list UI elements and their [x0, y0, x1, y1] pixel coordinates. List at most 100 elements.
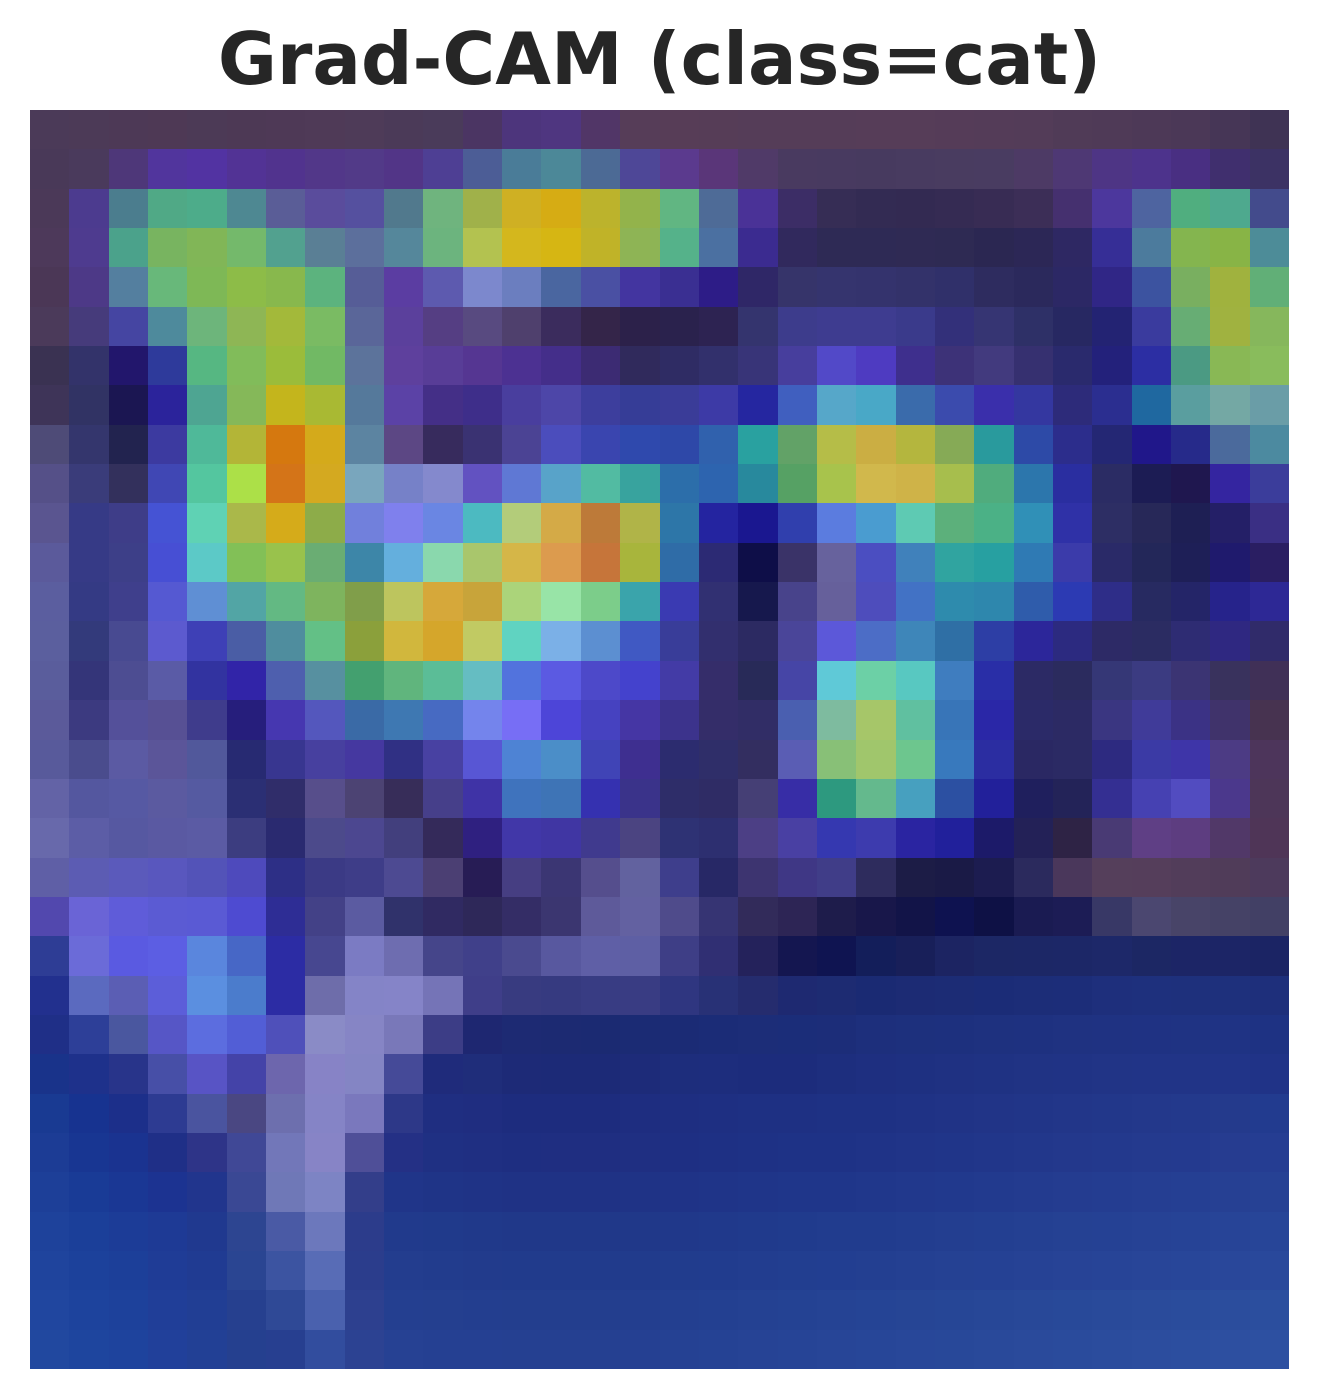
heatmap-cell: [660, 976, 700, 1016]
heatmap-cell: [345, 1015, 385, 1055]
heatmap-cell: [187, 267, 228, 308]
heatmap-cell: [1092, 189, 1133, 229]
heatmap-cell: [699, 1133, 739, 1173]
heatmap-cell: [699, 621, 739, 662]
heatmap-cell: [227, 1330, 267, 1369]
heatmap-cell: [817, 1212, 857, 1252]
heatmap-cell: [699, 582, 739, 622]
heatmap-cell: [974, 228, 1015, 268]
heatmap-cell: [345, 1251, 385, 1291]
heatmap-cell: [581, 582, 621, 622]
heatmap-cell: [423, 779, 464, 819]
heatmap-cell: [1092, 661, 1133, 701]
heatmap-cell: [1053, 189, 1093, 229]
heatmap-cell: [305, 149, 346, 190]
heatmap-cell: [581, 1251, 621, 1291]
heatmap-cell: [1014, 621, 1054, 662]
heatmap-cell: [778, 149, 818, 190]
heatmap-cell: [109, 228, 149, 268]
chart-title: Grad-CAM (class=cat): [217, 17, 1102, 101]
heatmap-cell: [266, 582, 306, 622]
heatmap-cell: [738, 425, 779, 465]
heatmap-cell: [345, 543, 385, 583]
heatmap-cell: [1210, 1290, 1251, 1331]
heatmap-cell: [1132, 464, 1172, 504]
heatmap-cell: [266, 1133, 306, 1173]
heatmap-cell: [1053, 1330, 1093, 1369]
heatmap-cell: [1132, 228, 1172, 268]
heatmap-cell: [778, 385, 818, 426]
heatmap-cell: [581, 425, 621, 465]
heatmap-cell: [856, 1251, 897, 1291]
heatmap-cell: [345, 779, 385, 819]
heatmap-cell: [266, 936, 306, 977]
heatmap-cell: [463, 307, 503, 347]
heatmap-cell: [1053, 503, 1093, 544]
heatmap-cell: [817, 1290, 857, 1331]
heatmap-cell: [1171, 700, 1211, 741]
heatmap-cell: [1210, 503, 1251, 544]
heatmap-cell: [384, 464, 424, 504]
heatmap-cell: [1210, 267, 1251, 308]
heatmap-cell: [69, 464, 110, 504]
heatmap-cell: [30, 1094, 70, 1134]
heatmap-cell: [227, 740, 267, 780]
heatmap-cell: [148, 110, 188, 150]
heatmap-cell: [1092, 1212, 1133, 1252]
heatmap-cell: [1171, 858, 1211, 898]
heatmap-cell: [1053, 936, 1093, 977]
heatmap-cell: [581, 740, 621, 780]
heatmap-cell: [1092, 1133, 1133, 1173]
heatmap-cell: [1250, 1172, 1289, 1213]
heatmap-cell: [305, 267, 346, 308]
heatmap-cell: [227, 110, 267, 150]
heatmap-cell: [699, 425, 739, 465]
heatmap-cell: [227, 1015, 267, 1055]
heatmap-cell: [109, 897, 149, 937]
heatmap-cell: [896, 661, 936, 701]
heatmap-cell: [227, 621, 267, 662]
heatmap-cell: [69, 1251, 110, 1291]
heatmap-cell: [305, 936, 346, 977]
heatmap-cell: [384, 1212, 424, 1252]
heatmap-cell: [620, 189, 661, 229]
heatmap-cell: [1250, 110, 1289, 150]
heatmap-cell: [817, 976, 857, 1016]
heatmap-cell: [1171, 307, 1211, 347]
heatmap-cell: [1053, 1054, 1093, 1095]
heatmap-cell: [660, 189, 700, 229]
heatmap-cell: [109, 1172, 149, 1213]
heatmap-cell: [620, 1133, 661, 1173]
heatmap-cell: [187, 110, 228, 150]
heatmap-cell: [1171, 1015, 1211, 1055]
heatmap-cell: [935, 582, 975, 622]
heatmap-cell: [778, 1015, 818, 1055]
heatmap-cell: [345, 149, 385, 190]
heatmap-cell: [1053, 1015, 1093, 1055]
heatmap-cell: [1250, 1054, 1289, 1095]
heatmap-cell: [856, 858, 897, 898]
heatmap-cell: [109, 425, 149, 465]
heatmap-cell: [1053, 818, 1093, 859]
heatmap-cell: [148, 1330, 188, 1369]
heatmap-cell: [817, 1251, 857, 1291]
heatmap-cell: [1250, 700, 1289, 741]
heatmap-cell: [109, 582, 149, 622]
heatmap-cell: [30, 858, 70, 898]
heatmap-cell: [463, 1251, 503, 1291]
heatmap-cell: [384, 779, 424, 819]
heatmap-cell: [305, 425, 346, 465]
heatmap-cell: [30, 779, 70, 819]
heatmap-cell: [1171, 621, 1211, 662]
heatmap-cell: [30, 1133, 70, 1173]
heatmap-cell: [423, 1133, 464, 1173]
heatmap-cell: [345, 1094, 385, 1134]
heatmap-cell: [148, 818, 188, 859]
heatmap-cell: [1171, 425, 1211, 465]
heatmap-cell: [660, 897, 700, 937]
heatmap-cell: [109, 1290, 149, 1331]
heatmap-cell: [502, 1133, 542, 1173]
heatmap-cell: [502, 897, 542, 937]
heatmap-cell: [187, 1251, 228, 1291]
heatmap-cell: [1053, 1172, 1093, 1213]
